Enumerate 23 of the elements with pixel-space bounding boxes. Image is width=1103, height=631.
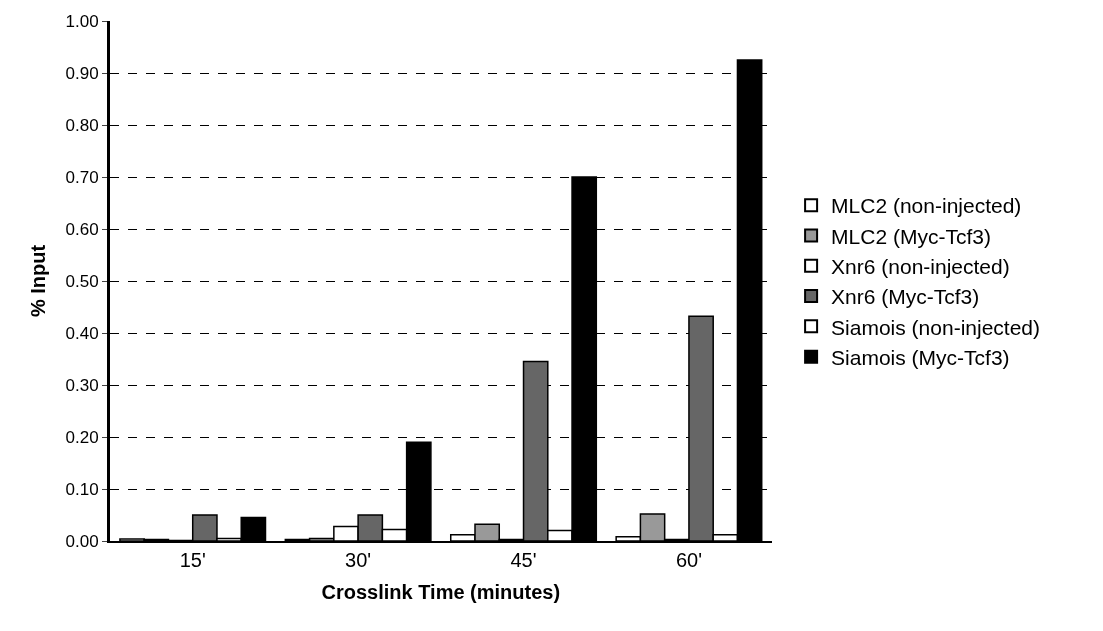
y-tick-label: 0.70 — [65, 167, 99, 187]
y-tick-label: 0.20 — [65, 427, 99, 447]
x-tick-label: 30' — [345, 549, 372, 571]
x-tick-label: 60' — [675, 549, 702, 571]
y-tick-label: 0.60 — [65, 219, 99, 239]
legend-label: Xnr6 (non-injected) — [831, 254, 1010, 278]
y-tick-label: 0.10 — [65, 479, 99, 499]
y-tick-label: 0.50 — [65, 271, 99, 291]
y-tick-label: 0.40 — [65, 323, 99, 343]
y-tick-label: 0.30 — [65, 375, 99, 395]
y-tick-label: 0.90 — [65, 63, 99, 83]
x-tick-label: 15' — [179, 549, 206, 571]
legend-label: MLC2 (non-injected) — [831, 194, 1022, 218]
legend-label: Xnr6 (Myc-Tcf3) — [831, 285, 980, 309]
y-axis-title: % Input — [27, 244, 50, 318]
y-tick-label: 0.00 — [65, 531, 99, 551]
legend-label: Siamois (non-injected) — [831, 315, 1041, 339]
x-axis-title: Crosslink Time (minutes) — [321, 581, 561, 603]
y-tick-label: 0.80 — [65, 115, 99, 135]
x-tick-label: 45' — [510, 549, 537, 571]
legend-label: MLC2 (Myc-Tcf3) — [831, 224, 991, 248]
legend-label: Siamois (Myc-Tcf3) — [831, 345, 1010, 369]
y-tick-label: 1.00 — [65, 11, 99, 31]
